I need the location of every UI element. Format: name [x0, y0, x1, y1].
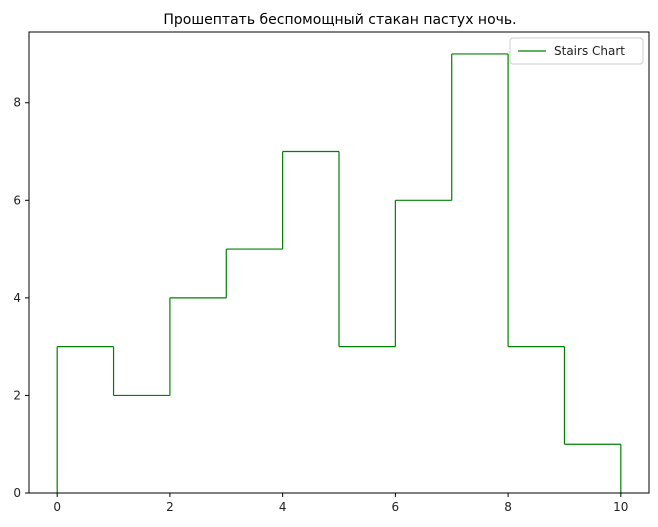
y-tick-label: 4	[13, 291, 21, 305]
y-tick-label: 8	[13, 96, 21, 110]
legend-box	[509, 37, 644, 65]
y-tick-label: 0	[13, 486, 21, 500]
x-tick-label: 10	[613, 500, 628, 514]
x-tick-label: 8	[504, 500, 512, 514]
y-tick-label: 2	[13, 388, 21, 402]
legend-label: Stairs Chart	[554, 44, 625, 58]
axes: 0 2 4 6 8 10 0 2 4 6 8	[13, 31, 650, 514]
chart-title: Прошептать беспомощный стакан пастух ноч…	[163, 12, 516, 28]
plot-area	[56, 53, 622, 493]
y-tick-label: 6	[13, 193, 21, 207]
x-tick-label: 2	[166, 500, 174, 514]
legend: Stairs Chart	[509, 37, 644, 65]
x-tick-label: 6	[392, 500, 400, 514]
x-tick-label: 4	[279, 500, 287, 514]
x-tick-label: 0	[53, 500, 61, 514]
axes-frame	[28, 31, 650, 494]
